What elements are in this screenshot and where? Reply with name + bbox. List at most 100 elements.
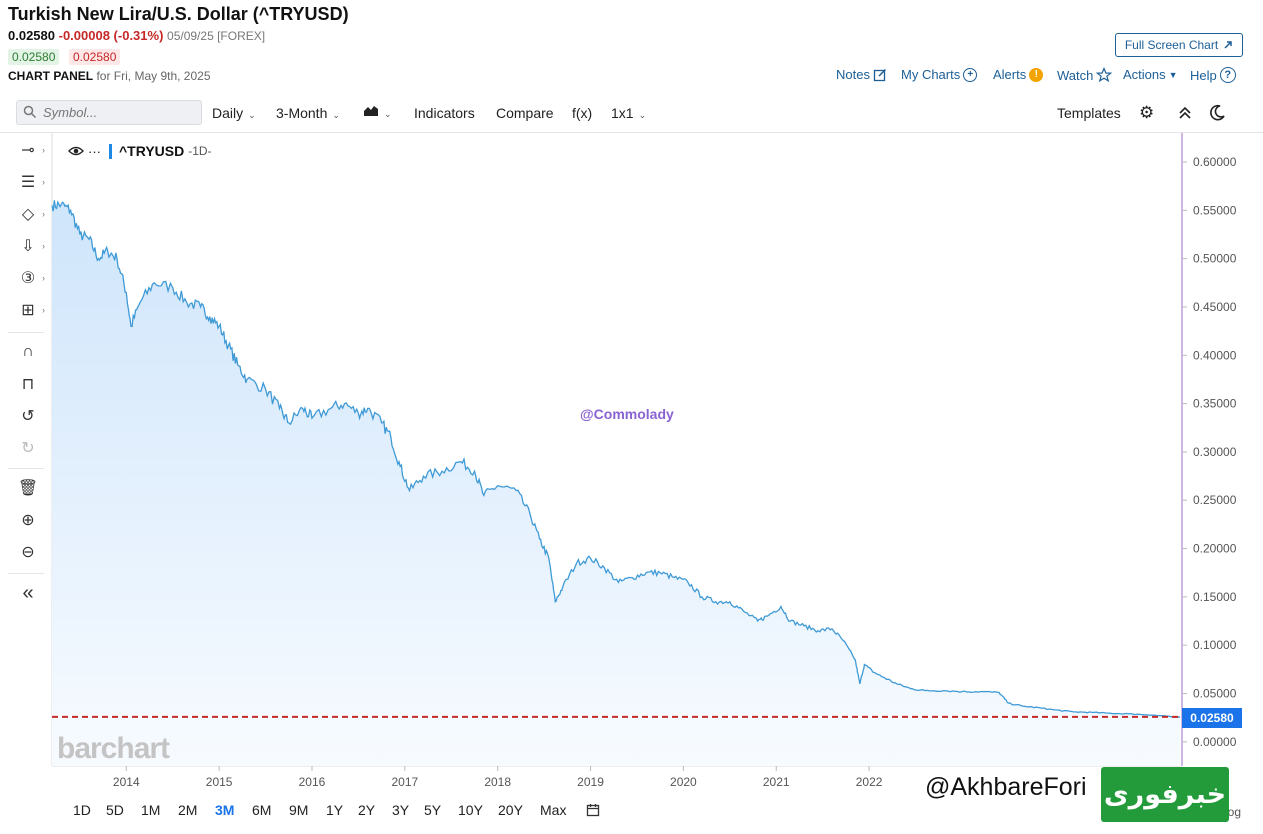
alert-icon: ! bbox=[1029, 67, 1044, 82]
period-button-9m[interactable]: 9M bbox=[289, 802, 309, 818]
x-tick-label: 2014 bbox=[113, 775, 140, 789]
my-charts-link[interactable]: My Charts + bbox=[901, 67, 978, 82]
interval-select[interactable]: Daily ⌄ bbox=[212, 105, 256, 121]
price-area bbox=[51, 200, 1181, 766]
magnet-icon[interactable]: ∩ bbox=[22, 343, 34, 360]
symbol-search-input[interactable] bbox=[16, 100, 202, 125]
watch-label: Watch bbox=[1057, 67, 1094, 83]
templates-button[interactable]: Templates bbox=[1057, 105, 1121, 121]
arrow-down-tool-icon[interactable]: ⇩ bbox=[21, 238, 35, 255]
chevron-down-icon: ⌄ bbox=[332, 110, 340, 120]
undo-icon[interactable]: ↺ bbox=[21, 408, 35, 425]
measure-tool-icon[interactable]: ⊞ bbox=[21, 302, 35, 319]
plus-circle-icon: + bbox=[963, 67, 978, 82]
help-label: Help bbox=[1190, 67, 1217, 83]
period-button-2m[interactable]: 2M bbox=[178, 802, 198, 818]
function-button[interactable]: f(x) bbox=[572, 105, 593, 121]
area-chart-icon bbox=[364, 106, 378, 116]
price-line bbox=[51, 200, 1181, 718]
chevron-down-icon: ⌄ bbox=[638, 110, 647, 120]
more-options-icon[interactable]: ··· bbox=[88, 143, 101, 159]
period-button-5d[interactable]: 5D bbox=[106, 802, 124, 818]
collapse-up-icon[interactable] bbox=[1178, 106, 1192, 120]
period-button-6m[interactable]: 6M bbox=[252, 802, 272, 818]
y-tick-label: 0.10000 bbox=[1193, 638, 1237, 652]
trash-icon[interactable]: 🗑 bbox=[17, 480, 39, 497]
series-legend: ··· ^TRYUSD -1D- bbox=[68, 143, 212, 159]
x-tick-label: 2017 bbox=[391, 775, 418, 789]
shape-tool-icon[interactable]: ◇ bbox=[21, 206, 35, 223]
gear-icon[interactable]: ⚙ bbox=[1139, 103, 1155, 122]
chart-type-select[interactable]: ⌄ bbox=[363, 103, 392, 120]
y-tick-label: 0.50000 bbox=[1193, 252, 1237, 266]
my-charts-label: My Charts bbox=[901, 67, 961, 82]
period-button-max[interactable]: Max bbox=[540, 802, 567, 818]
full-screen-chart-button[interactable]: Full Screen Chart bbox=[1115, 33, 1243, 57]
period-button-10y[interactable]: 10Y bbox=[458, 802, 483, 818]
redo-icon[interactable]: ↻ bbox=[21, 440, 35, 457]
dark-mode-moon-icon[interactable] bbox=[1208, 104, 1226, 122]
quote-date: 05/09/25 [FOREX] bbox=[167, 29, 266, 43]
channel-handle: @AkhbareFori bbox=[925, 773, 1087, 801]
x-tick-label: 2016 bbox=[299, 775, 326, 789]
chevron-down-icon: ⌄ bbox=[384, 109, 392, 119]
y-tick-label: 0.40000 bbox=[1193, 348, 1237, 362]
price-change: -0.00008 (-0.31%) bbox=[58, 28, 164, 43]
layout-select[interactable]: 1x1 ⌄ bbox=[611, 105, 646, 121]
channel-logo-text: خبرفوری bbox=[1103, 779, 1227, 810]
trendline-tool-icon[interactable]: ⊸ bbox=[21, 142, 35, 159]
eye-icon[interactable] bbox=[68, 145, 84, 157]
layout-value: 1x1 bbox=[611, 105, 634, 121]
period-button-2y[interactable]: 2Y bbox=[358, 802, 376, 818]
zoom-in-icon[interactable]: ⊕ bbox=[21, 512, 35, 529]
chart-toolbar: Daily ⌄ 3-Month ⌄ ⌄ Indicators Compare f(x… bbox=[0, 94, 1263, 133]
x-tick-label: 2020 bbox=[670, 775, 697, 789]
x-tick-label: 2021 bbox=[763, 775, 790, 789]
actions-menu[interactable]: Actions ▼ bbox=[1123, 67, 1178, 82]
caret-down-icon: ▼ bbox=[1168, 69, 1178, 80]
period-button-20y[interactable]: 20Y bbox=[498, 802, 523, 818]
watch-link[interactable]: Watch bbox=[1057, 67, 1113, 83]
last-price-badge: 0.02580 bbox=[1182, 708, 1242, 728]
chart-panel-info: CHART PANEL for Fri, May 9th, 2025 bbox=[8, 69, 211, 83]
search-icon bbox=[23, 105, 37, 119]
alerts-label: Alerts bbox=[993, 67, 1027, 82]
x-axis-ticks: 2014 2015 2016 2017 2018 2019 2020 2021 2022 bbox=[113, 766, 883, 789]
counter-tool-icon[interactable]: ③ bbox=[20, 270, 36, 287]
compare-button[interactable]: Compare bbox=[496, 105, 554, 121]
x-tick-label: 2019 bbox=[577, 775, 604, 789]
bid-price: 0.02580 bbox=[8, 49, 60, 65]
help-link[interactable]: Help ? bbox=[1190, 67, 1236, 83]
fibonacci-tool-icon[interactable]: ☰ bbox=[20, 174, 36, 191]
period-button-1y[interactable]: 1Y bbox=[326, 802, 344, 818]
y-tick-label: 0.20000 bbox=[1193, 542, 1237, 556]
period-button-5y[interactable]: 5Y bbox=[424, 802, 442, 818]
ask-price: 0.02580 bbox=[69, 49, 121, 65]
period-selector: 1D 5D 1M 2M 3M 6M 9M 1Y 2Y 3Y 5Y 10Y 20Y Max bbox=[0, 798, 1263, 826]
interval-value: Daily bbox=[212, 105, 244, 121]
alerts-link[interactable]: Alerts ! bbox=[993, 67, 1044, 82]
chart-title: Turkish New Lira/U.S. Dollar (^TRYUSD) bbox=[8, 4, 349, 24]
zoom-out-icon[interactable]: ⊖ bbox=[21, 544, 35, 561]
calendar-icon[interactable] bbox=[586, 803, 600, 817]
range-select[interactable]: 3-Month ⌄ bbox=[276, 105, 340, 121]
y-tick-label: 0.55000 bbox=[1193, 203, 1237, 217]
y-tick-label: 0.15000 bbox=[1193, 590, 1237, 604]
watermark-text: @Commolady bbox=[580, 406, 674, 422]
y-axis-ticks: 0.60000 0.55000 0.50000 0.45000 0.40000 0.350… bbox=[1182, 155, 1237, 749]
barchart-logo: barchart bbox=[57, 732, 170, 765]
collapse-sidebar-icon[interactable]: « bbox=[22, 581, 34, 604]
period-button-1m[interactable]: 1M bbox=[141, 802, 161, 818]
chart-panel-date: for Fri, May 9th, 2025 bbox=[96, 69, 211, 83]
y-tick-label: 0.30000 bbox=[1193, 445, 1237, 459]
quote-line: 0.02580 -0.00008 (-0.31%) 05/09/25 [FORE… bbox=[8, 28, 265, 43]
period-button-1d[interactable]: 1D bbox=[73, 802, 91, 818]
indicators-button[interactable]: Indicators bbox=[414, 105, 475, 121]
y-tick-label: 0.60000 bbox=[1193, 155, 1237, 169]
period-button-3m[interactable]: 3M bbox=[215, 802, 235, 818]
unlock-icon[interactable]: ⊓ bbox=[21, 376, 35, 393]
period-button-3y[interactable]: 3Y bbox=[392, 802, 410, 818]
chevron-down-icon: ⌄ bbox=[248, 110, 256, 120]
notes-link[interactable]: Notes bbox=[836, 67, 887, 82]
